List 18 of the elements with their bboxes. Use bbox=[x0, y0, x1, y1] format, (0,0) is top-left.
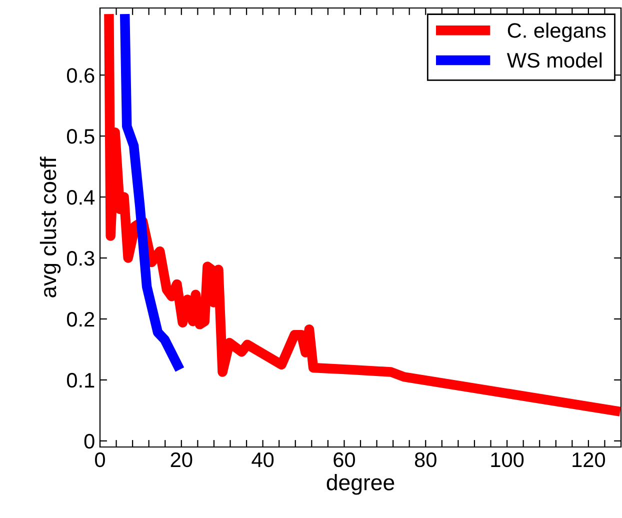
y-axis-title: avg clust coeff bbox=[40, 156, 61, 298]
y-tick-label: 0.4 bbox=[66, 190, 95, 205]
y-tick-label: 0 bbox=[84, 434, 94, 449]
legend-label: C. elegans bbox=[508, 22, 606, 42]
y-tick-label: 0.6 bbox=[66, 68, 94, 83]
y-tick-label: 0.1 bbox=[66, 372, 94, 388]
legend-label: WS model bbox=[506, 52, 602, 68]
x-tick-label: 20 bbox=[170, 452, 192, 468]
x-tick-label: 120 bbox=[572, 452, 606, 468]
x-tick-label: 60 bbox=[334, 452, 355, 468]
y-tick-label: 0.5 bbox=[66, 129, 94, 144]
x-axis-title: degree bbox=[326, 474, 394, 495]
y-tick-label: 0.3 bbox=[66, 250, 94, 266]
x-tick-label: 100 bbox=[491, 452, 524, 468]
x-tick-label: 80 bbox=[414, 452, 436, 468]
x-tick-label: 40 bbox=[252, 452, 274, 468]
y-tick-label: 0.2 bbox=[66, 312, 94, 327]
x-tick-label: 0 bbox=[95, 452, 105, 468]
